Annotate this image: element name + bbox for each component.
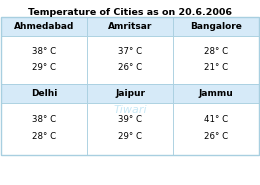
Text: 39° C: 39° C (118, 115, 142, 124)
Bar (87, 84, 173, 103)
Bar (1, 84, 87, 103)
Text: Ahmedabad: Ahmedabad (14, 22, 74, 31)
Bar (173, 36, 259, 84)
Text: 37° C: 37° C (118, 47, 142, 56)
Bar (173, 84, 259, 103)
Text: 38° C: 38° C (32, 115, 56, 124)
Bar (1, 36, 87, 84)
Text: Amritsar: Amritsar (108, 22, 152, 31)
Text: Temperature of Cities as on 20.6.2006: Temperature of Cities as on 20.6.2006 (28, 8, 232, 17)
Bar (1, 17, 259, 155)
Text: Bangalore: Bangalore (190, 22, 242, 31)
Text: 26° C: 26° C (118, 63, 142, 72)
Bar (1, 103, 87, 155)
Bar (87, 103, 173, 155)
Bar (87, 36, 173, 84)
Bar (173, 17, 259, 36)
Text: Jammu: Jammu (199, 89, 233, 98)
Text: 38° C: 38° C (32, 47, 56, 56)
Text: Delhi: Delhi (31, 89, 57, 98)
Text: 29° C: 29° C (32, 63, 56, 72)
Text: 41° C: 41° C (204, 115, 228, 124)
Text: Tiwari: Tiwari (113, 105, 147, 115)
Bar (173, 103, 259, 155)
Text: 21° C: 21° C (204, 63, 228, 72)
Text: 29° C: 29° C (118, 132, 142, 141)
Bar (87, 17, 173, 36)
Text: 28° C: 28° C (204, 47, 228, 56)
Text: Jaipur: Jaipur (115, 89, 145, 98)
Bar (1, 17, 87, 36)
Text: 28° C: 28° C (32, 132, 56, 141)
Text: 26° C: 26° C (204, 132, 228, 141)
